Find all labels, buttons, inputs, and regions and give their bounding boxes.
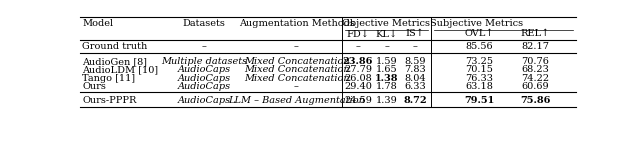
Text: Mixed Concatenation: Mixed Concatenation bbox=[244, 65, 349, 74]
Text: AudioCaps: AudioCaps bbox=[177, 96, 230, 105]
Text: Subjective Metrics: Subjective Metrics bbox=[430, 19, 524, 28]
Text: AudioLDM [10]: AudioLDM [10] bbox=[83, 65, 159, 74]
Text: 29.40: 29.40 bbox=[344, 82, 372, 91]
Text: Datasets: Datasets bbox=[182, 19, 225, 28]
Text: Augmentation Methods: Augmentation Methods bbox=[239, 19, 355, 28]
Text: 68.23: 68.23 bbox=[522, 65, 549, 74]
Text: –: – bbox=[294, 82, 299, 91]
Text: 8.59: 8.59 bbox=[404, 57, 426, 66]
Text: Ours: Ours bbox=[83, 82, 106, 91]
Text: 75.86: 75.86 bbox=[520, 96, 550, 105]
Text: 7.83: 7.83 bbox=[404, 65, 426, 74]
Text: AudioCaps: AudioCaps bbox=[177, 82, 230, 91]
Text: 70.76: 70.76 bbox=[522, 57, 549, 66]
Text: Tango [11]: Tango [11] bbox=[83, 74, 136, 83]
Text: REL↑: REL↑ bbox=[521, 29, 550, 38]
Text: 63.18: 63.18 bbox=[465, 82, 493, 91]
Text: AudioGen [8]: AudioGen [8] bbox=[83, 57, 147, 66]
Text: 76.33: 76.33 bbox=[465, 74, 493, 83]
Text: 8.72: 8.72 bbox=[403, 96, 427, 105]
Text: FD↓: FD↓ bbox=[346, 29, 369, 38]
Text: Ours-PPPR: Ours-PPPR bbox=[83, 96, 137, 105]
Text: –: – bbox=[413, 42, 417, 51]
Text: Mixed Concatenation: Mixed Concatenation bbox=[244, 74, 349, 83]
Text: 79.51: 79.51 bbox=[464, 96, 494, 105]
Text: Model: Model bbox=[83, 19, 114, 28]
Text: 1.65: 1.65 bbox=[376, 65, 397, 74]
Text: –: – bbox=[202, 42, 207, 51]
Text: Multiple datasets: Multiple datasets bbox=[161, 57, 247, 66]
Text: IS↑: IS↑ bbox=[406, 29, 424, 38]
Text: 1.38: 1.38 bbox=[375, 74, 398, 83]
Text: AudioCaps: AudioCaps bbox=[177, 65, 230, 74]
Text: 23.86: 23.86 bbox=[343, 57, 373, 66]
Text: 8.04: 8.04 bbox=[404, 74, 426, 83]
Text: KL↓: KL↓ bbox=[376, 29, 397, 38]
Text: Objective Metrics: Objective Metrics bbox=[342, 19, 429, 28]
Text: LLM – Based Augmentation: LLM – Based Augmentation bbox=[228, 96, 365, 105]
Text: OVL↑: OVL↑ bbox=[464, 29, 493, 38]
Text: –: – bbox=[294, 42, 299, 51]
Text: Mixed Concatenation: Mixed Concatenation bbox=[244, 57, 349, 66]
Text: 60.69: 60.69 bbox=[522, 82, 549, 91]
Text: 6.33: 6.33 bbox=[404, 82, 426, 91]
Text: 70.15: 70.15 bbox=[465, 65, 493, 74]
Text: AudioCaps: AudioCaps bbox=[177, 74, 230, 83]
Text: Ground truth: Ground truth bbox=[83, 42, 148, 51]
Text: 74.22: 74.22 bbox=[522, 74, 550, 83]
Text: –: – bbox=[384, 42, 389, 51]
Text: 82.17: 82.17 bbox=[522, 42, 550, 51]
Text: 24.59: 24.59 bbox=[344, 96, 372, 105]
Text: 73.25: 73.25 bbox=[465, 57, 493, 66]
Text: 27.79: 27.79 bbox=[344, 65, 372, 74]
Text: 1.39: 1.39 bbox=[376, 96, 397, 105]
Text: –: – bbox=[356, 42, 360, 51]
Text: 1.78: 1.78 bbox=[376, 82, 397, 91]
Text: 1.59: 1.59 bbox=[376, 57, 397, 66]
Text: 85.56: 85.56 bbox=[465, 42, 493, 51]
Text: 26.08: 26.08 bbox=[344, 74, 372, 83]
